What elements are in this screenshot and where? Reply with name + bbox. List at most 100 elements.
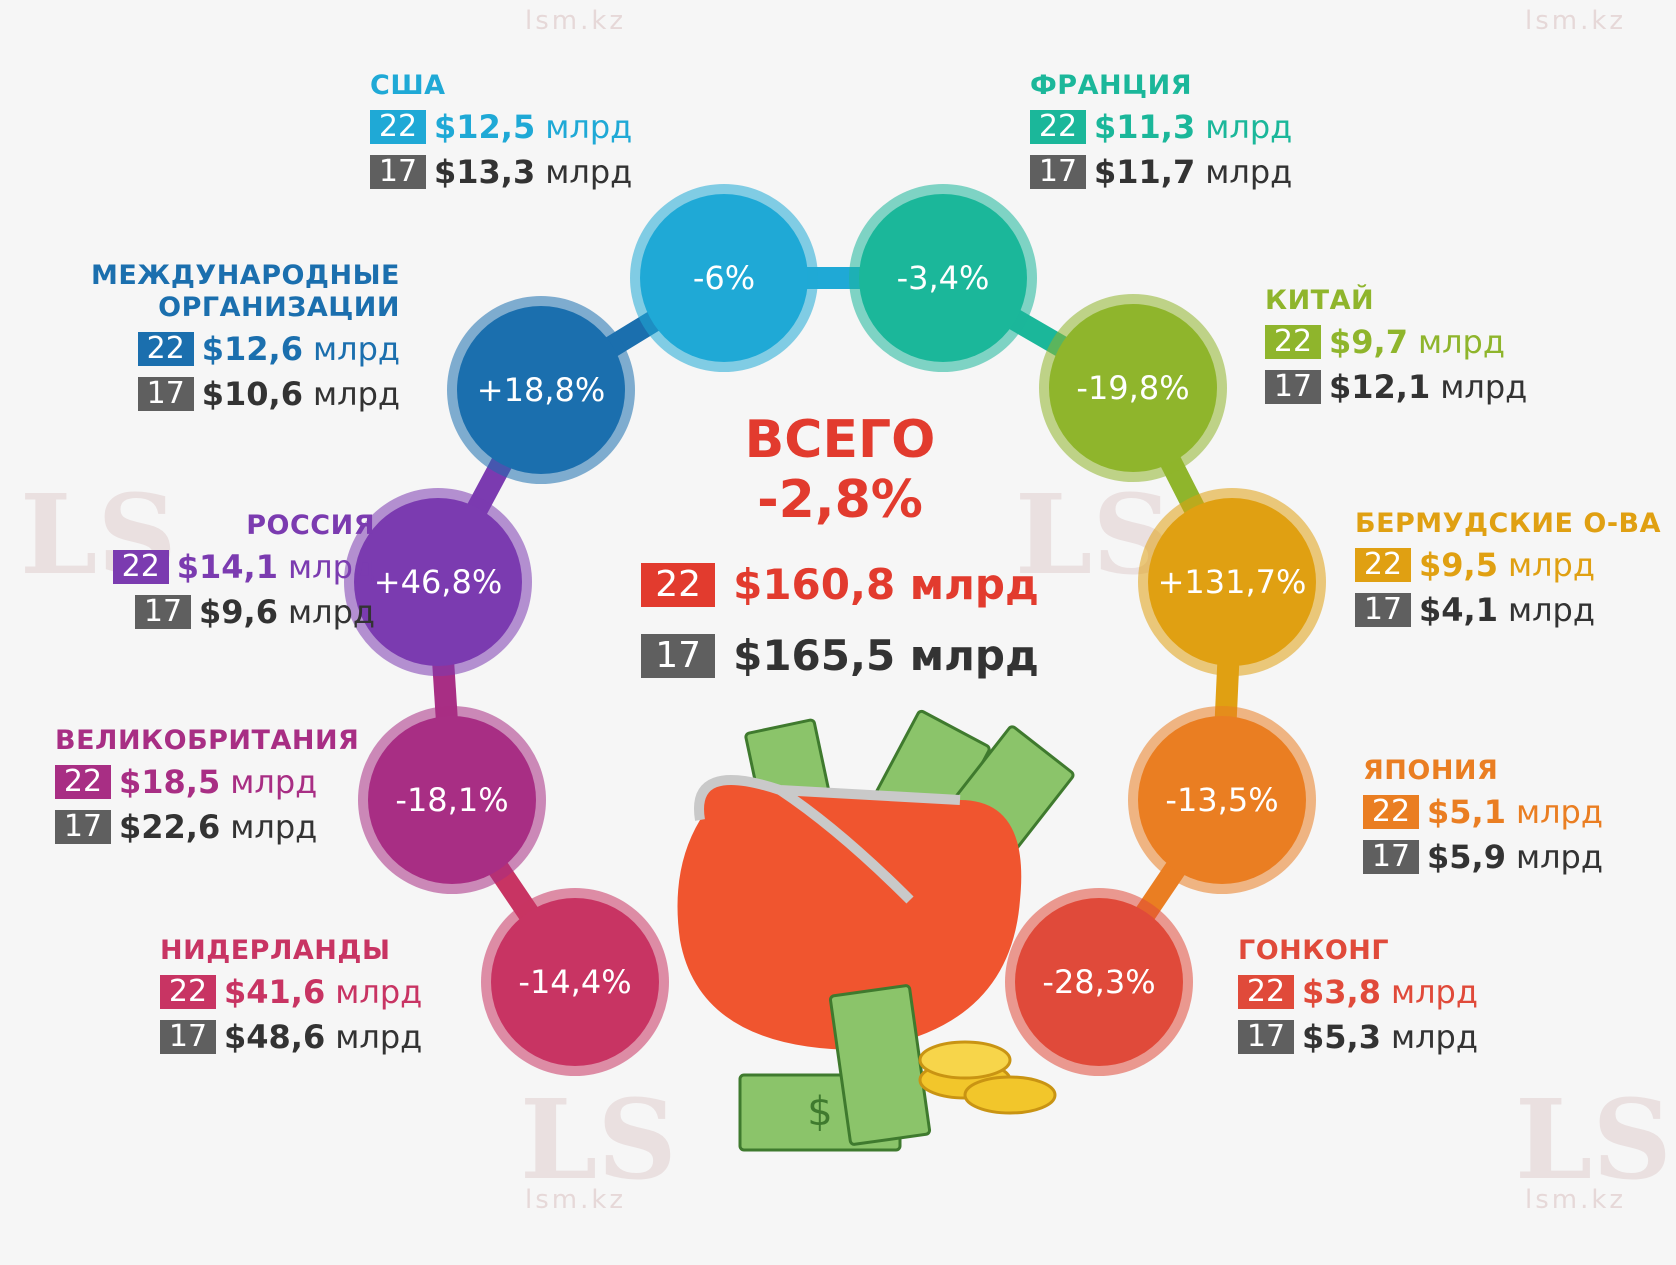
change-circle-fill bbox=[859, 194, 1027, 362]
year-badge-22: 22 bbox=[55, 765, 111, 799]
total-value-17: $165,5 млрд bbox=[733, 631, 1039, 680]
year-badge-22: 22 bbox=[641, 562, 716, 607]
watermark-logo: LS bbox=[1515, 1075, 1672, 1204]
value-amount: $11,7 bbox=[1094, 153, 1196, 191]
value-amount: $9,5 bbox=[1419, 546, 1498, 584]
value-unit: млрд bbox=[1507, 591, 1595, 629]
year-badge-22: 22 bbox=[137, 332, 194, 366]
country-name: США bbox=[370, 70, 446, 101]
change-circle-fill bbox=[491, 898, 659, 1066]
change-label: -19,8% bbox=[1076, 369, 1189, 407]
country-block: ГОНКОНГ 22 $3,8 млрд 17 $5,3 млрд bbox=[1238, 935, 1478, 1057]
country-name: НИДЕРЛАНДЫ bbox=[160, 935, 391, 966]
value-amount: $3,8 bbox=[1302, 973, 1381, 1011]
change-circle-fill bbox=[368, 716, 536, 884]
value-amount: $12,1 bbox=[1329, 368, 1431, 406]
value-amount: $48,6 bbox=[224, 1018, 326, 1056]
value-amount: $5,3 bbox=[1302, 1018, 1381, 1056]
country-block: РОССИЯ 22 $14,1 млрд 17 $9,6 млрд bbox=[55, 510, 375, 632]
value-row-17: 17 $10,6 млрд bbox=[80, 374, 400, 414]
value-row-22: 22 $18,5 млрд bbox=[55, 762, 359, 802]
change-circle-fill bbox=[354, 498, 522, 666]
change-circle: +18,8% bbox=[447, 296, 635, 484]
value-row-17: 17 $5,9 млрд bbox=[1363, 837, 1603, 877]
value-amount: $9,7 bbox=[1329, 323, 1408, 361]
value-amount: $12,5 bbox=[434, 108, 536, 146]
change-circle: -6% bbox=[630, 184, 818, 372]
value-row-17: 17 $12,1 млрд bbox=[1265, 367, 1527, 407]
value-row-17: 17 $11,7 млрд bbox=[1030, 152, 1292, 192]
value-row-22: 22 $41,6 млрд bbox=[160, 972, 422, 1012]
value-unit: млрд bbox=[1440, 368, 1528, 406]
country-block: США 22 $12,5 млрд 17 $13,3 млрд bbox=[370, 70, 632, 192]
value-unit: млрд bbox=[335, 973, 423, 1011]
year-badge-22: 22 bbox=[1265, 325, 1321, 359]
value-row-17: 17 $48,6 млрд bbox=[160, 1017, 422, 1057]
country-name: ГОНКОНГ bbox=[1238, 935, 1390, 966]
value-unit: млрд bbox=[545, 108, 633, 146]
change-circle: +46,8% bbox=[344, 488, 532, 676]
value-row-17: 17 $22,6 млрд bbox=[55, 807, 359, 847]
country-name: КИТАЙ bbox=[1265, 285, 1375, 316]
total-row-22: 22 $160,8 млрд bbox=[640, 560, 1040, 609]
value-amount: $5,1 bbox=[1427, 793, 1506, 831]
value-unit: млрд bbox=[1390, 973, 1478, 1011]
country-name: РОССИЯ bbox=[246, 510, 375, 541]
change-circle-fill bbox=[457, 306, 625, 474]
value-amount: $14,1 bbox=[176, 548, 278, 586]
country-name: ФРАНЦИЯ bbox=[1030, 70, 1192, 101]
total-row-17: 17 $165,5 млрд bbox=[640, 631, 1040, 680]
value-row-17: 17 $5,3 млрд bbox=[1238, 1017, 1478, 1057]
year-badge-22: 22 bbox=[160, 975, 216, 1009]
value-amount: $4,1 bbox=[1419, 591, 1498, 629]
year-badge-17: 17 bbox=[1238, 1020, 1294, 1054]
value-amount: $11,3 bbox=[1094, 108, 1196, 146]
change-circle-fill bbox=[1148, 498, 1316, 666]
change-label: +18,8% bbox=[477, 371, 605, 409]
value-unit: млрд bbox=[1515, 838, 1603, 876]
change-label: -13,5% bbox=[1165, 781, 1278, 819]
change-circle-fill bbox=[1049, 304, 1217, 472]
year-badge-17: 17 bbox=[137, 377, 194, 411]
year-badge-17: 17 bbox=[1030, 155, 1086, 189]
change-label: -6% bbox=[693, 259, 755, 297]
value-unit: млрд bbox=[335, 1018, 423, 1056]
country-block: НИДЕРЛАНДЫ 22 $41,6 млрд 17 $48,6 млрд bbox=[160, 935, 422, 1057]
value-amount: $10,6 bbox=[201, 375, 303, 413]
country-block: ЯПОНИЯ 22 $5,1 млрд 17 $5,9 млрд bbox=[1363, 755, 1603, 877]
svg-text:$: $ bbox=[807, 1089, 832, 1135]
change-label: -28,3% bbox=[1042, 963, 1155, 1001]
total-panel: ВСЕГО -2,8% 22 $160,8 млрд 17 $165,5 млр… bbox=[640, 410, 1040, 680]
value-unit: млрд bbox=[312, 330, 400, 368]
year-badge-22: 22 bbox=[1363, 795, 1419, 829]
change-circle: -3,4% bbox=[849, 184, 1037, 372]
year-badge-17: 17 bbox=[160, 1020, 216, 1054]
value-row-22: 22 $5,1 млрд bbox=[1363, 792, 1603, 832]
change-circle: -19,8% bbox=[1039, 294, 1227, 482]
watermark-logo: LS bbox=[520, 1075, 677, 1204]
purse-illustration: $ bbox=[677, 709, 1075, 1152]
year-badge-17: 17 bbox=[1265, 370, 1321, 404]
year-badge-17: 17 bbox=[641, 633, 716, 678]
change-circle: +131,7% bbox=[1138, 488, 1326, 676]
change-circle-fill bbox=[640, 194, 808, 362]
value-unit: млрд bbox=[312, 375, 400, 413]
country-name: ЯПОНИЯ bbox=[1363, 755, 1499, 786]
value-amount: $41,6 bbox=[224, 973, 326, 1011]
change-circle-fill bbox=[1015, 898, 1183, 1066]
value-unit: млрд bbox=[230, 763, 318, 801]
value-row-17: 17 $9,6 млрд bbox=[55, 592, 375, 632]
watermark-site: lsm.kz bbox=[525, 6, 627, 36]
value-row-22: 22 $11,3 млрд bbox=[1030, 107, 1292, 147]
country-block: ВЕЛИКОБРИТАНИЯ 22 $18,5 млрд 17 $22,6 млрд bbox=[55, 725, 359, 847]
country-block: МЕЖДУНАРОДНЫЕ ОРГАНИЗАЦИИ 22 $12,6 млрд 17 $1… bbox=[80, 260, 400, 414]
year-badge-17: 17 bbox=[370, 155, 426, 189]
value-unit: млрд bbox=[1417, 323, 1505, 361]
change-circle: -28,3% bbox=[1005, 888, 1193, 1076]
value-unit: млрд bbox=[230, 808, 318, 846]
value-amount: $9,6 bbox=[199, 593, 278, 631]
watermark-site: lsm.kz bbox=[1525, 1185, 1627, 1215]
country-block: БЕРМУДСКИЕ О-ВА 22 $9,5 млрд 17 $4,1 млрд bbox=[1355, 508, 1661, 630]
year-badge-22: 22 bbox=[1238, 975, 1294, 1009]
year-badge-17: 17 bbox=[1363, 840, 1419, 874]
